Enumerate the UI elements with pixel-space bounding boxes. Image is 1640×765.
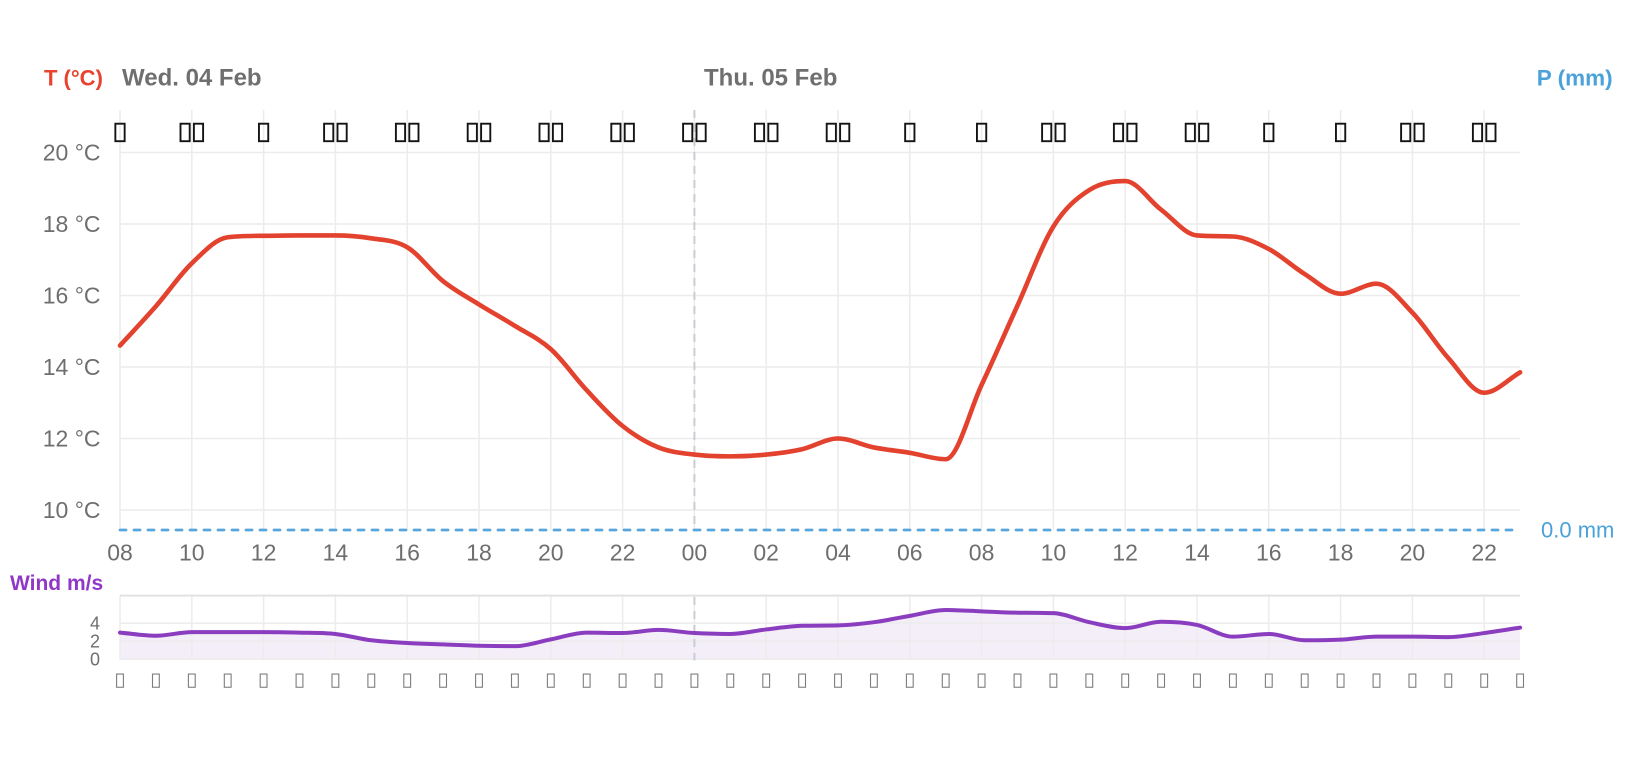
svg-text:14: 14 <box>1184 539 1210 565</box>
svg-text:20: 20 <box>538 539 564 565</box>
svg-text:16: 16 <box>394 539 420 565</box>
svg-text:Wed. 04 Feb: Wed. 04 Feb <box>122 65 262 92</box>
svg-text:22: 22 <box>1471 539 1497 565</box>
svg-text:18 °C: 18 °C <box>43 211 101 237</box>
svg-text:10: 10 <box>1041 539 1067 565</box>
svg-text:12: 12 <box>1112 539 1138 565</box>
svg-text:00: 00 <box>682 539 708 565</box>
svg-text:Wind m/s: Wind m/s <box>10 572 103 595</box>
svg-text:T (°C): T (°C) <box>44 66 103 91</box>
svg-text:16: 16 <box>1256 539 1282 565</box>
svg-text:22: 22 <box>610 539 636 565</box>
svg-text:0.0 mm: 0.0 mm <box>1541 518 1614 543</box>
svg-text:14: 14 <box>323 539 349 565</box>
svg-text:10 °C: 10 °C <box>43 497 101 523</box>
svg-text:04: 04 <box>825 539 851 565</box>
svg-text:06: 06 <box>897 539 923 565</box>
svg-text:2: 2 <box>90 632 100 652</box>
svg-text:08: 08 <box>107 539 133 565</box>
svg-text:20 °C: 20 °C <box>43 140 101 166</box>
svg-text:12: 12 <box>251 539 277 565</box>
svg-text:10: 10 <box>179 539 205 565</box>
svg-text:Thu. 05 Feb: Thu. 05 Feb <box>704 65 837 92</box>
svg-text:14 °C: 14 °C <box>43 354 101 380</box>
svg-text:12 °C: 12 °C <box>43 426 101 452</box>
svg-text:18: 18 <box>1328 539 1354 565</box>
svg-text:02: 02 <box>753 539 779 565</box>
svg-text:20: 20 <box>1400 539 1426 565</box>
svg-text:08: 08 <box>969 539 995 565</box>
svg-text:0: 0 <box>90 650 100 670</box>
svg-text:18: 18 <box>466 539 492 565</box>
svg-text:16 °C: 16 °C <box>43 283 101 309</box>
svg-text:P (mm): P (mm) <box>1537 66 1613 91</box>
svg-text:4: 4 <box>90 613 100 633</box>
